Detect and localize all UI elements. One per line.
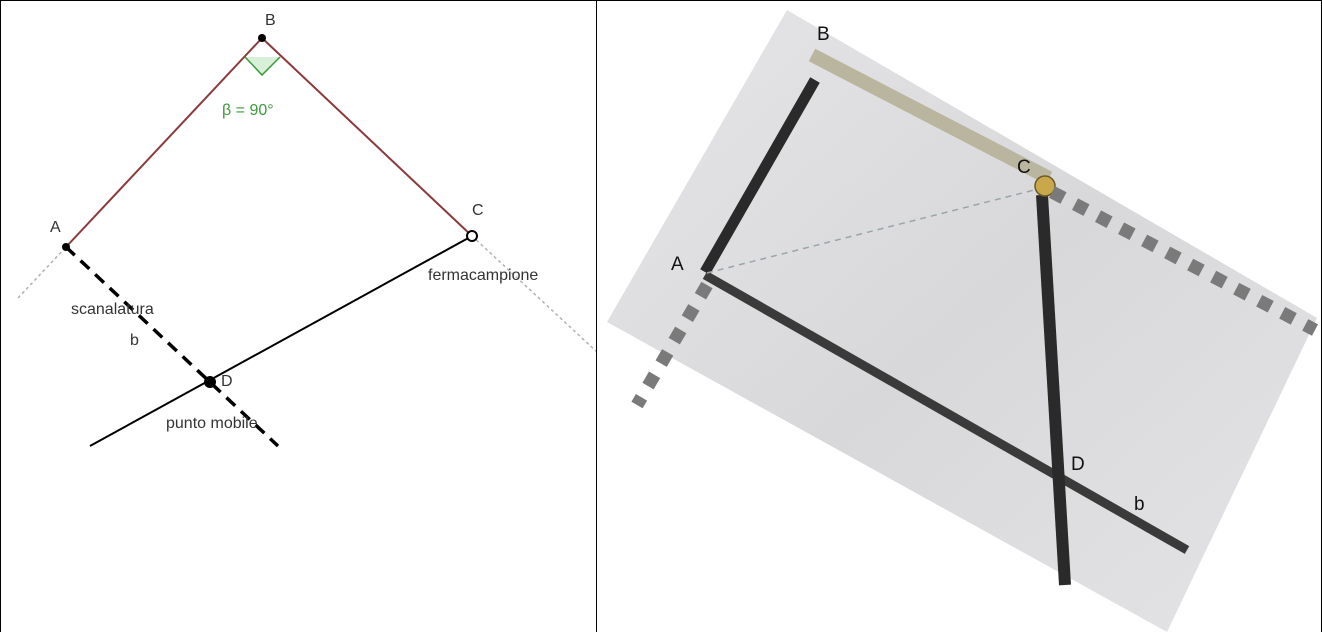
label-a: A xyxy=(671,254,684,275)
label-b: B xyxy=(817,24,830,45)
pin-c xyxy=(1034,175,1056,197)
table-border-top xyxy=(0,0,1322,1)
label-b-line: b xyxy=(130,332,139,349)
pencil-line-bc xyxy=(808,48,1053,185)
faint-line-ac xyxy=(706,187,1043,274)
left-cell-geometry: B A C D β = 90° scanalatura b punto mobi… xyxy=(0,0,597,632)
angle-label: β = 90° xyxy=(222,102,274,119)
photo-diagram: B C A D b xyxy=(607,10,1319,632)
label-punto-mobile: punto mobile xyxy=(166,415,258,432)
helper-line-a xyxy=(17,246,67,299)
label-fermacampione: fermacampione xyxy=(428,267,538,284)
point-c-marker xyxy=(466,230,478,242)
table-border-left xyxy=(0,0,1,632)
side-bc xyxy=(261,37,473,237)
label-b: B xyxy=(265,12,276,29)
label-d: D xyxy=(221,373,233,390)
point-d-marker xyxy=(204,376,216,388)
label-scanalatura: scanalatura xyxy=(71,301,154,318)
geometry-diagram: B A C D β = 90° scanalatura b punto mobi… xyxy=(17,12,597,448)
label-d: D xyxy=(1071,454,1085,475)
photo-paper xyxy=(607,10,1317,632)
line-cd xyxy=(89,235,473,447)
pencil-line-ab xyxy=(700,77,820,275)
label-a: A xyxy=(50,219,61,236)
dashed-extension-a xyxy=(631,281,713,409)
right-cell-photo: B C A D b xyxy=(597,0,1322,632)
point-b-marker xyxy=(258,34,266,42)
helper-line-c xyxy=(471,235,597,353)
pencil-line-ad xyxy=(702,271,1190,554)
side-ab xyxy=(65,37,263,248)
slot-line xyxy=(64,245,280,448)
label-c: C xyxy=(1017,157,1031,178)
pencil-line-cd xyxy=(1036,194,1071,586)
label-c: C xyxy=(472,202,484,219)
table-border-middle xyxy=(596,0,597,632)
point-a-marker xyxy=(62,243,70,251)
right-angle-marker xyxy=(244,56,281,77)
label-b-line: b xyxy=(1134,494,1145,515)
